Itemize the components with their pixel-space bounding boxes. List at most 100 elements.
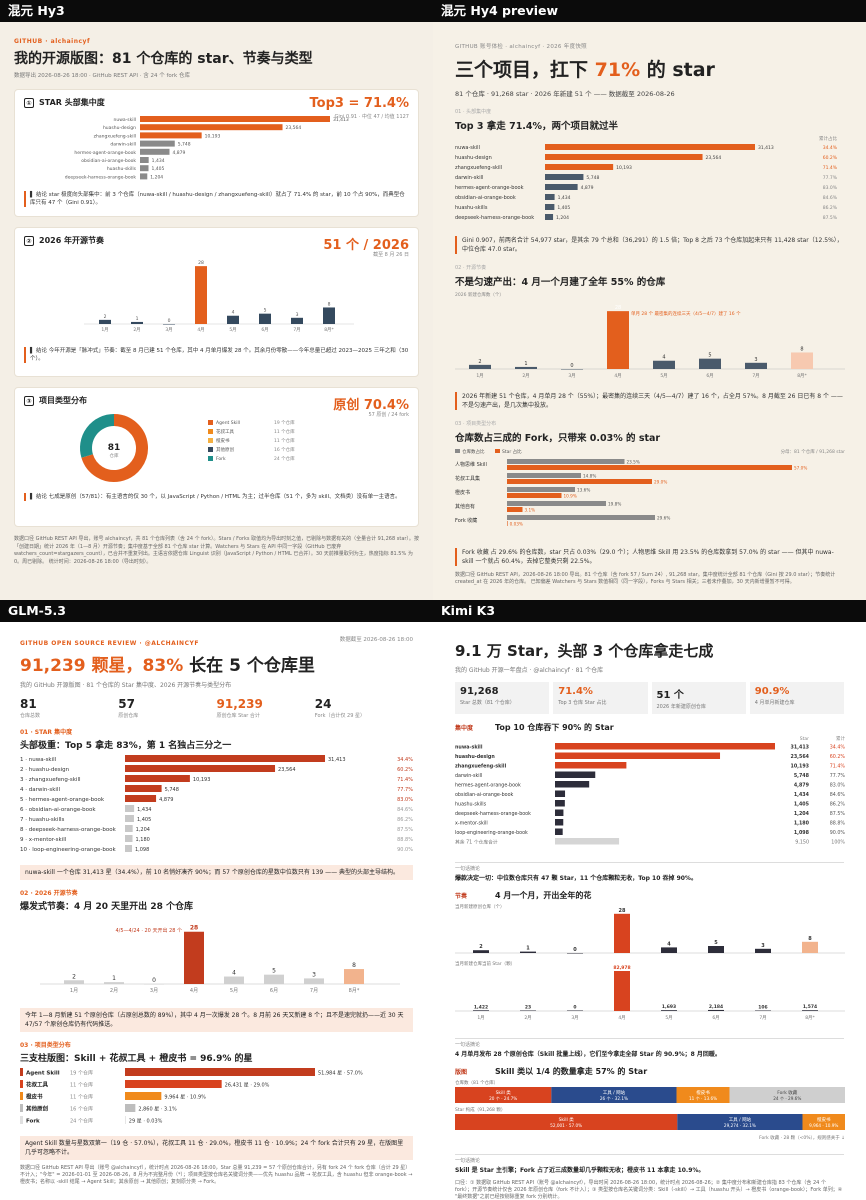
month-label: 1月 — [70, 988, 78, 994]
kicker: GITHUB OPEN SOURCE REVIEW · @ALCHAINCYF — [20, 640, 199, 647]
month-star-value: 106 — [758, 1005, 767, 1011]
repo-value: 5,748 — [165, 787, 179, 793]
month-bar — [708, 946, 724, 953]
cumulative-pct: 86.2% — [830, 802, 845, 808]
mix-label: Fork 收藏 — [777, 1089, 798, 1096]
repo-label: 5 · hermes-agent-orange-book — [20, 797, 105, 803]
month-value: 0 — [573, 947, 577, 953]
legend-swatch — [208, 438, 213, 443]
month-bar — [131, 321, 143, 324]
section-label: 集中度 — [455, 725, 474, 732]
section-label: 01 · 头部集中度 — [455, 109, 492, 115]
type-value: 2,860 星 · 3.1% — [138, 1107, 177, 1113]
month-star-bar — [473, 1010, 489, 1011]
repo-label: x-mentor-skill — [455, 821, 488, 827]
rest-label: 其余 71 个仓库合计 — [455, 839, 498, 846]
month-value: 3 — [761, 943, 765, 949]
repo-share-value: 19.8% — [608, 502, 621, 507]
column-header: 累计 — [836, 735, 845, 742]
donut-center-value: 81 — [108, 443, 121, 453]
month-value: 5 — [714, 940, 718, 946]
type-marker — [20, 1116, 23, 1124]
section-title: 不是匀速产出：4 月一个月建了全年 55% 的仓库 — [455, 277, 666, 288]
legend-swatch — [208, 420, 213, 425]
panel-title: 混元 Hy4 preview — [433, 0, 866, 22]
type-count: 16 个仓库 — [70, 1106, 93, 1113]
repo-bar — [140, 173, 148, 180]
repo-label: 9 · x-mentor-skill — [20, 837, 67, 843]
cumulative-pct: 84.6% — [830, 792, 845, 798]
type-label: 花叔工具集 — [455, 475, 480, 482]
repo-label: darwin-skill — [455, 175, 483, 181]
type-count: 24 个仓库 — [70, 1118, 93, 1125]
repo-bar — [555, 781, 590, 788]
donut-slice — [80, 414, 115, 458]
month-star-bar — [708, 1009, 724, 1011]
mix-segment — [455, 1087, 552, 1103]
section-note: 今年 1—8 月新建 51 个原创仓库（占原创总数的 89%），其中 4 月一次… — [20, 1008, 413, 1032]
rest-cumulative: 100% — [831, 840, 845, 846]
repo-label: huashu-design — [455, 754, 495, 760]
card-concentration: ① STAR 头部集中度 Top3 = 71.4% Gini 0.91 · 中位 … — [14, 89, 419, 217]
type-marker — [20, 1080, 23, 1088]
mix-value: 52,001 · 57.0% — [550, 1123, 582, 1128]
repo-value: 23,564 — [286, 125, 302, 131]
type-count: 11 个仓库 — [70, 1094, 93, 1101]
repo-bar — [555, 828, 563, 835]
column-header: Star — [800, 736, 809, 742]
mix-value: 29,274 · 32.1% — [724, 1123, 756, 1128]
type-value: 9,964 星 · 10.9% — [164, 1095, 206, 1101]
repo-label: 8 · deepseek-harness-orange-book — [20, 827, 117, 833]
type-compare-chart: 仓库数占比 Star 占比 分母：81 个仓库 / 91,268 star 人物思维 … — [455, 448, 845, 527]
section-number: ① — [24, 97, 34, 108]
month-bar — [661, 947, 677, 953]
section-title: 三支柱版图：Skill + 花叔工具 + 橙皮书 = 96.9% 的星 — [20, 1054, 253, 1064]
summary-label: 一句话摘论 — [455, 866, 481, 872]
type-label: 花叔工具 — [26, 1081, 49, 1089]
mix-value: 11 个 · 13.6% — [689, 1096, 717, 1101]
repo-bar — [555, 771, 596, 778]
repo-value: 5,748 — [178, 142, 191, 148]
repo-label: huashu-skills — [455, 802, 487, 808]
month-label: 5月 — [665, 1015, 672, 1021]
cumulative-pct: 90.0% — [397, 847, 413, 853]
headline-sub: 截至 8 月 26 日 — [373, 252, 409, 258]
type-bar — [125, 1116, 126, 1124]
month-value: 4 — [232, 970, 236, 977]
kicker: GITHUB · alchainсyf — [14, 38, 91, 45]
conclusion-note: ▌ 结论 star 极度向头部集中：前 3 个仓库（nuwa-skill / h… — [24, 191, 409, 207]
repo-label: 6 · obsidian-ai-orange-book — [20, 807, 96, 813]
month-bar — [653, 360, 675, 369]
month-value: 5 — [264, 308, 267, 314]
repo-value: 31,413 — [333, 117, 349, 123]
month-star-bar — [567, 1010, 583, 1011]
repo-bar — [125, 845, 132, 852]
month-bar — [802, 941, 818, 953]
star-share-value: 57.0% — [794, 466, 807, 471]
repo-label: 1 · nuwa-skill — [20, 757, 57, 763]
repo-share-bar — [507, 515, 655, 520]
month-label: 3月 — [165, 327, 172, 333]
month-value: 3 — [754, 357, 757, 363]
mix-label: Skill 类 — [496, 1089, 512, 1096]
kpi-card: 24 Fork（合计仅 29 星） — [314, 697, 365, 719]
page-subtitle: 数据导出 2026-08-26 18:00 · GitHub REST API … — [14, 73, 190, 79]
repo-label: hermes-agent-orange-book — [455, 783, 521, 789]
repo-value: 1,405 — [794, 802, 809, 808]
panel-kimi: Kimi K3 9.1 万 Star，头部 3 个仓库拿走七成 我的 GitHu… — [433, 600, 866, 1200]
mix-segment — [677, 1114, 803, 1130]
headline-metric: 原创 70.4% — [333, 398, 409, 413]
star-share-value: 3.1% — [525, 508, 536, 513]
month-star-value: 0 — [573, 1005, 576, 1011]
donut-slice — [81, 414, 148, 482]
month-bar — [344, 969, 364, 984]
type-bar — [125, 1080, 222, 1088]
month-bar — [64, 980, 84, 984]
month-bar — [264, 974, 284, 984]
type-marker — [20, 1104, 23, 1112]
repo-label: obsidian-ai-orange-book — [455, 195, 516, 201]
month-value: 3 — [296, 312, 299, 318]
repo-label: deepseek-harness-orange-book — [65, 174, 137, 180]
legend-label: 其他原创 — [216, 446, 234, 453]
section-label: 01 · STAR 集中度 — [20, 729, 73, 736]
